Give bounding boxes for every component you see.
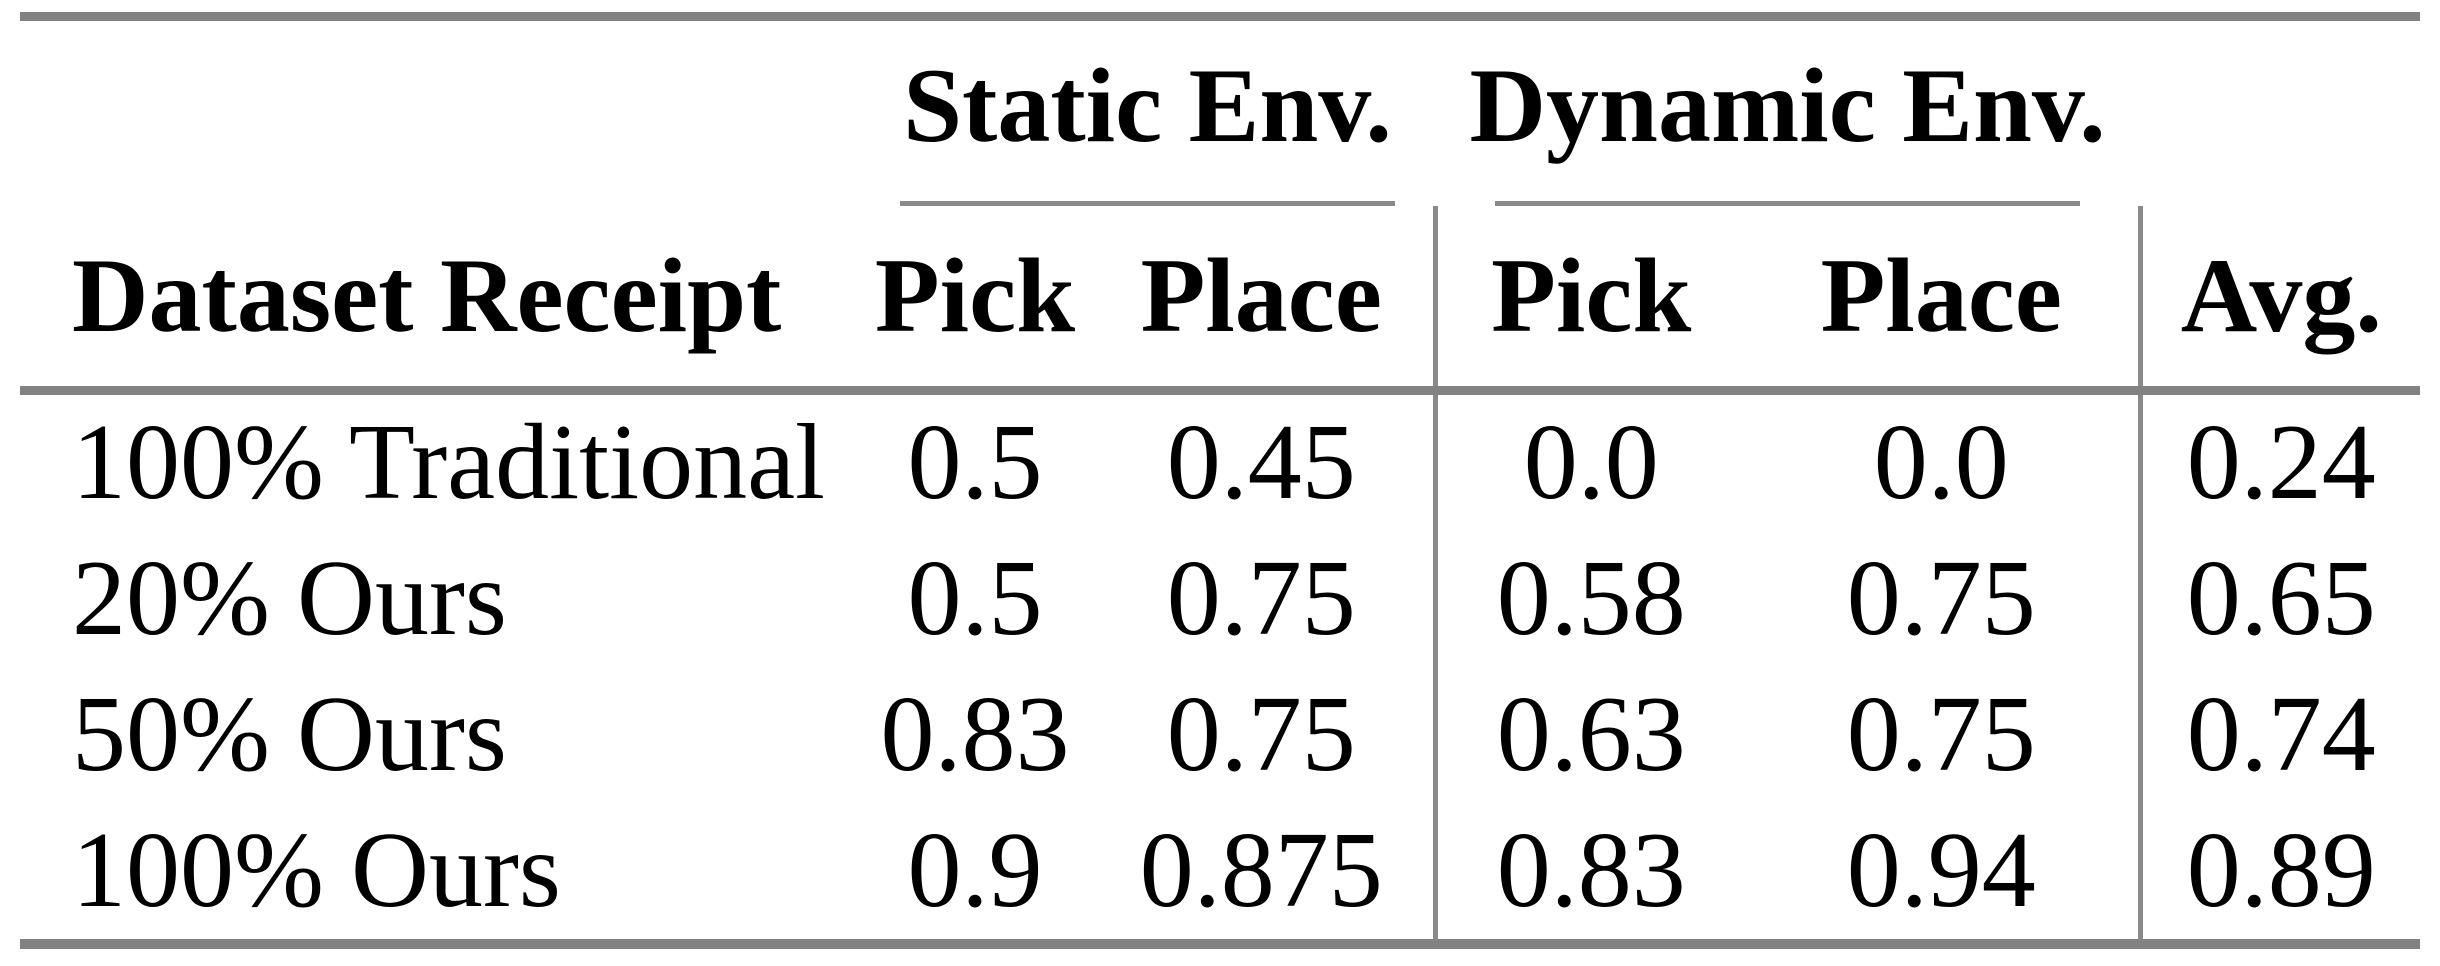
row-label-cell: 20% Ours: [72, 539, 507, 658]
static-pick-cell: 0.5: [907, 539, 1043, 658]
table-row-50-ours: 50% Ours 0.83 0.75 0.63 0.75 0.74: [20, 667, 2421, 803]
dynamic-env-underline-rule: [1494, 201, 2081, 206]
dynamic-pick-cell: 0.83: [1432, 803, 1746, 944]
avg-cell: 0.65: [2137, 531, 2421, 667]
dynamic-pick-cell: 0.58: [1432, 531, 1746, 667]
column-header-dynamic-pick: Pick: [1432, 206, 1746, 395]
static-place-cell: 0.75: [1166, 539, 1356, 658]
row-label-cell: 50% Ours: [72, 675, 507, 794]
column-header-static-pick: Pick: [860, 206, 1090, 395]
paper-results-table-region: Static Env. Dynamic Env. Dataset Receipt…: [20, 12, 2421, 949]
static-place-cell: 0.45: [1166, 403, 1356, 522]
column-header-dynamic-place: Place: [1745, 206, 2141, 395]
static-pick-cell: 0.9: [907, 811, 1043, 930]
dynamic-pick-cell: 0.63: [1432, 667, 1746, 803]
avg-cell: 0.24: [2137, 390, 2421, 531]
table-row-20-ours: 20% Ours 0.5 0.75 0.58 0.75 0.65: [20, 531, 2421, 667]
row-label-cell: 100% Ours: [72, 811, 561, 930]
column-header-row: Dataset Receipt Pick Place Pick Place Av…: [20, 206, 2421, 395]
avg-cell: 0.74: [2137, 667, 2421, 803]
avg-cell: 0.89: [2137, 803, 2421, 944]
group-row-spacer-right: [2140, 17, 2420, 207]
column-group-static-env-cell: Static Env.: [860, 17, 1435, 206]
row-label-cell: 100% Traditional: [72, 403, 826, 522]
column-header-avg: Avg.: [2137, 206, 2421, 395]
dynamic-place-cell: 0.94: [1846, 811, 2036, 930]
dynamic-place-cell: 0.75: [1846, 675, 2036, 794]
column-group-row: Static Env. Dynamic Env.: [20, 17, 2420, 207]
static-env-underline-rule: [900, 201, 1395, 206]
column-header-static-place: Place: [1090, 206, 1436, 395]
static-place-cell: 0.875: [1139, 811, 1383, 930]
dynamic-place-cell: 0.75: [1846, 539, 2036, 658]
column-group-dynamic-env-cell: Dynamic Env.: [1435, 17, 2140, 206]
static-place-cell: 0.75: [1166, 675, 1356, 794]
static-pick-cell: 0.83: [880, 675, 1070, 794]
dynamic-place-cell: 0.0: [1873, 403, 2009, 522]
column-header-dataset-receipt: Dataset Receipt: [20, 206, 860, 395]
table-row-100-traditional: 100% Traditional 0.5 0.45 0.0 0.0 0.24: [20, 390, 2421, 531]
dynamic-pick-cell: 0.0: [1432, 390, 1746, 531]
table-row-100-ours: 100% Ours 0.9 0.875 0.83 0.94 0.89: [20, 803, 2421, 944]
group-row-spacer-left: [20, 17, 860, 207]
column-group-dynamic-env-label: Dynamic Env.: [1469, 47, 2106, 164]
static-pick-cell: 0.5: [907, 403, 1043, 522]
results-table: Static Env. Dynamic Env. Dataset Receipt…: [20, 12, 2421, 949]
column-group-static-env-label: Static Env.: [903, 47, 1392, 164]
